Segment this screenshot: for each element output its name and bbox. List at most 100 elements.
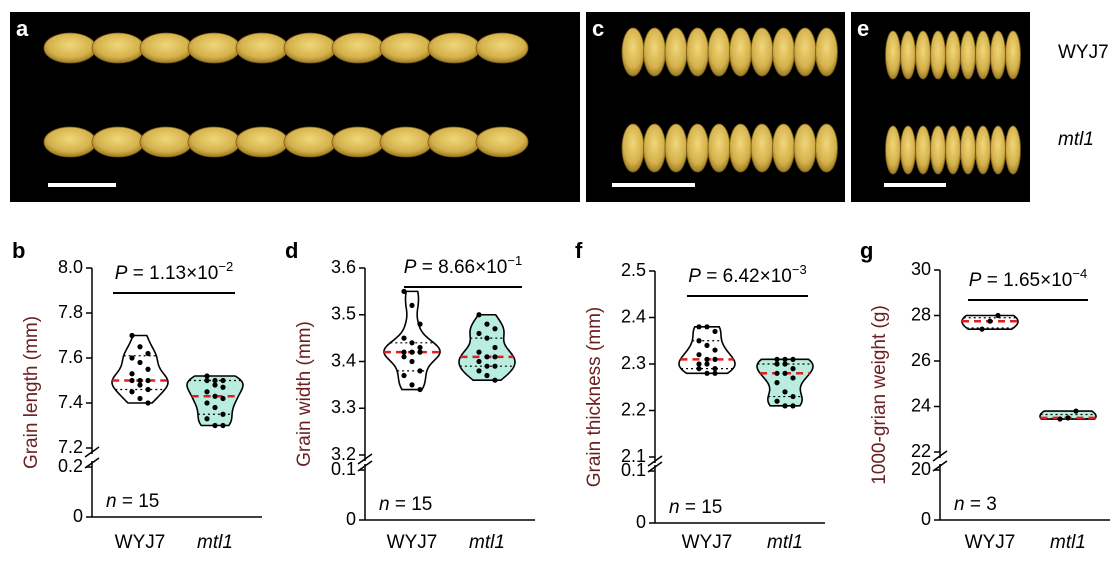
p-symbol: P [688,266,701,287]
n-text: = 15 [117,491,160,512]
data-point [129,371,134,376]
grain [622,124,644,172]
panel-letter: d [285,238,298,263]
data-point [492,364,497,369]
x-tick-label: mtl1 [767,532,803,553]
y-tick-label: 3.6 [331,257,356,277]
data-point [145,378,150,383]
y-tick-label: 3.5 [331,304,356,324]
y-tick-label: 30 [911,259,931,279]
x-tick-label: WYJ7 [387,532,438,553]
y-tick-label: 20 [911,459,931,479]
data-point [712,329,717,334]
data-point [137,382,142,387]
data-point [774,371,779,376]
grain [730,124,752,172]
n-symbol: n [379,494,390,515]
y-tick-label: 7.6 [58,347,83,367]
p-exponent: −3 [792,262,807,277]
grain [380,33,432,63]
data-point [782,357,787,362]
p-symbol: P [969,270,982,291]
y-tick-label: 7.2 [58,437,83,457]
data-point [476,368,481,373]
data-point [212,382,217,387]
grain [687,124,709,172]
data-point [492,345,497,350]
data-point [782,371,787,376]
y-tick-label: 7.4 [58,392,83,412]
x-tick-label: mtl1 [197,532,233,553]
n-symbol: n [954,494,965,515]
x-tick-label: mtl1 [1050,532,1086,553]
data-point [782,403,787,408]
p-symbol: P [115,263,128,284]
grain [794,28,816,76]
grain [901,31,916,79]
grain [751,124,773,172]
grain [976,126,991,174]
data-point [129,389,134,394]
row-label: mtl1 [1058,129,1094,150]
data-point [712,347,717,352]
n-text: = 3 [965,494,997,515]
n-label: n = 3 [954,494,997,515]
y-tick-label: 8.0 [58,257,83,277]
grain [961,31,976,79]
data-point [704,361,709,366]
y-axis-label: Grain thickness (mm) [584,307,605,488]
data-point [129,333,134,338]
grain [946,126,961,174]
data-point [137,344,142,349]
y-tick-label: 0.2 [58,456,83,476]
data-point [484,322,489,327]
data-point [204,389,209,394]
grain [946,31,961,79]
data-point [484,336,489,341]
y-tick-label: 3.2 [331,444,356,464]
grain [140,127,192,157]
n-label: n = 15 [106,491,159,512]
grain [730,28,752,76]
grain [92,33,144,63]
y-axis-label: Grain width (mm) [294,321,315,467]
data-point [790,366,795,371]
data-point [417,387,422,392]
grain [886,31,901,79]
data-point [145,367,150,372]
data-point [417,368,422,373]
y-tick-label: 0 [921,509,931,529]
grain [644,28,666,76]
grain [428,127,480,157]
data-point [979,327,984,332]
grain [644,124,666,172]
y-tick-label: 2.2 [621,399,646,419]
data-point [484,364,489,369]
data-point [129,378,134,383]
row-label: WYJ7 [1058,42,1109,63]
x-tick-label: WYJ7 [965,532,1016,553]
panel-letter: b [12,238,25,263]
data-point [417,350,422,355]
grain [140,33,192,63]
p-text: = 8.66×10 [416,257,507,278]
data-point [790,357,795,362]
p-exponent: −4 [1072,266,1087,281]
grain [236,127,288,157]
y-tick-label: 2.1 [621,446,646,466]
p-text: = 1.13×10 [127,263,218,284]
data-point [220,378,225,383]
data-point [145,351,150,356]
data-point [712,371,717,376]
data-point [417,345,422,350]
data-point [401,350,406,355]
data-point [212,405,217,410]
x-tick-label: mtl1 [469,532,505,553]
grain [901,126,916,174]
grain [284,127,336,157]
panel-letter: f [575,238,583,263]
grain [332,33,384,63]
grain [188,33,240,63]
p-value: P = 6.42×10−3 [688,262,806,287]
